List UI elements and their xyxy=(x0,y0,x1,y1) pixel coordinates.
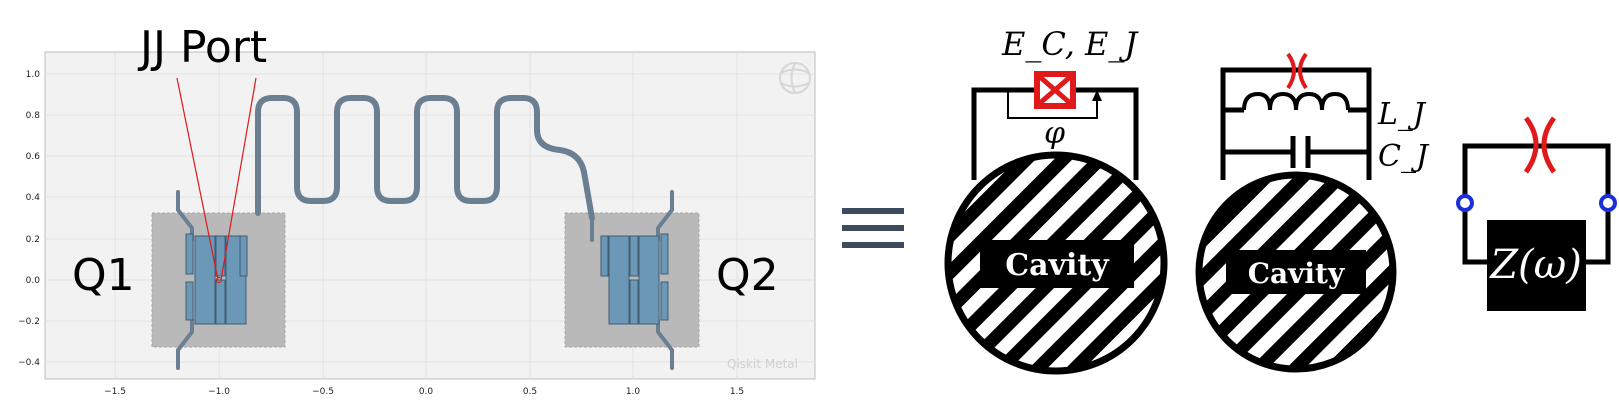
inductor-icon xyxy=(1242,91,1350,111)
watermark-text: Qiskit Metal xyxy=(727,357,798,371)
energy-label: E_C, E_J xyxy=(1001,25,1139,63)
x-tick-label: −1.0 xyxy=(208,387,230,397)
qubit-label-right: Q2 xyxy=(716,250,779,301)
capacitance-label: C_J xyxy=(1378,139,1430,174)
y-tick-label: 0.6 xyxy=(26,152,41,162)
layout-plot: −1.5 −1.0 −0.5 0.0 0.5 1.0 1.5 1.0 0.8 0… xyxy=(18,22,816,397)
y-tick-label: −0.2 xyxy=(18,317,40,327)
circuit-jj-cavity: E_C, E_J φ Cavity xyxy=(944,25,1168,375)
qubit-pads-left xyxy=(185,233,248,325)
inductance-label: L_J xyxy=(1377,97,1427,132)
cavity-label-box xyxy=(1226,250,1366,294)
circuit-b-wire xyxy=(1220,67,1372,180)
x-tick-label: −1.5 xyxy=(104,387,126,397)
junction-symbol-icon xyxy=(1286,52,1308,90)
jj-port-marker xyxy=(216,277,222,283)
x-tick-labels: −1.5 −1.0 −0.5 0.0 0.5 1.0 1.5 xyxy=(104,387,744,397)
impedance-box xyxy=(1487,220,1586,311)
qubit-pads-right xyxy=(600,233,669,325)
y-tick-labels: 1.0 0.8 0.6 0.4 0.2 0.0 −0.2 −0.4 xyxy=(18,70,40,368)
y-tick-label: 0.2 xyxy=(26,235,40,245)
jj-port-title: JJ Port xyxy=(137,22,267,73)
junction-symbol-icon xyxy=(1523,116,1557,174)
circuit-lc-cavity: L_J C_J Cavity xyxy=(1195,52,1430,373)
circuit-impedance: Z(ω) xyxy=(1456,116,1617,311)
port-node-right-icon xyxy=(1599,194,1617,212)
impedance-label: Z(ω) xyxy=(1488,242,1582,288)
jj-port-pointer-lines xyxy=(176,77,257,281)
x-tick-label: −0.5 xyxy=(312,387,334,397)
x-tick-label: 1.5 xyxy=(730,387,744,397)
cavity-label: Cavity xyxy=(1248,257,1345,290)
cavity-label-box xyxy=(980,240,1134,288)
y-tick-label: 0.0 xyxy=(26,276,41,286)
x-tick-label: 1.0 xyxy=(626,387,641,397)
port-node-left-icon xyxy=(1456,194,1474,212)
watermark-logo-icon xyxy=(779,62,811,94)
phase-arrow-head-icon xyxy=(1092,90,1102,101)
y-tick-label: 0.8 xyxy=(26,111,41,121)
x-tick-label: 0.0 xyxy=(419,387,434,397)
y-tick-label: 0.4 xyxy=(26,193,41,203)
x-tick-label: 0.5 xyxy=(523,387,537,397)
cavity-label: Cavity xyxy=(1005,248,1110,283)
y-tick-label: −0.4 xyxy=(18,358,40,368)
meander-resonator xyxy=(255,95,595,221)
y-tick-label: 1.0 xyxy=(26,70,41,80)
phase-label: φ xyxy=(1044,116,1065,151)
qubit-label-left: Q1 xyxy=(72,250,135,301)
phase-arrow xyxy=(1007,92,1098,119)
equivalence-symbol xyxy=(842,208,904,248)
josephson-junction-icon xyxy=(1034,71,1076,109)
equivalence-symbol-text: ≡ xyxy=(0,0,1,1)
capacitor-icon xyxy=(1290,136,1311,168)
